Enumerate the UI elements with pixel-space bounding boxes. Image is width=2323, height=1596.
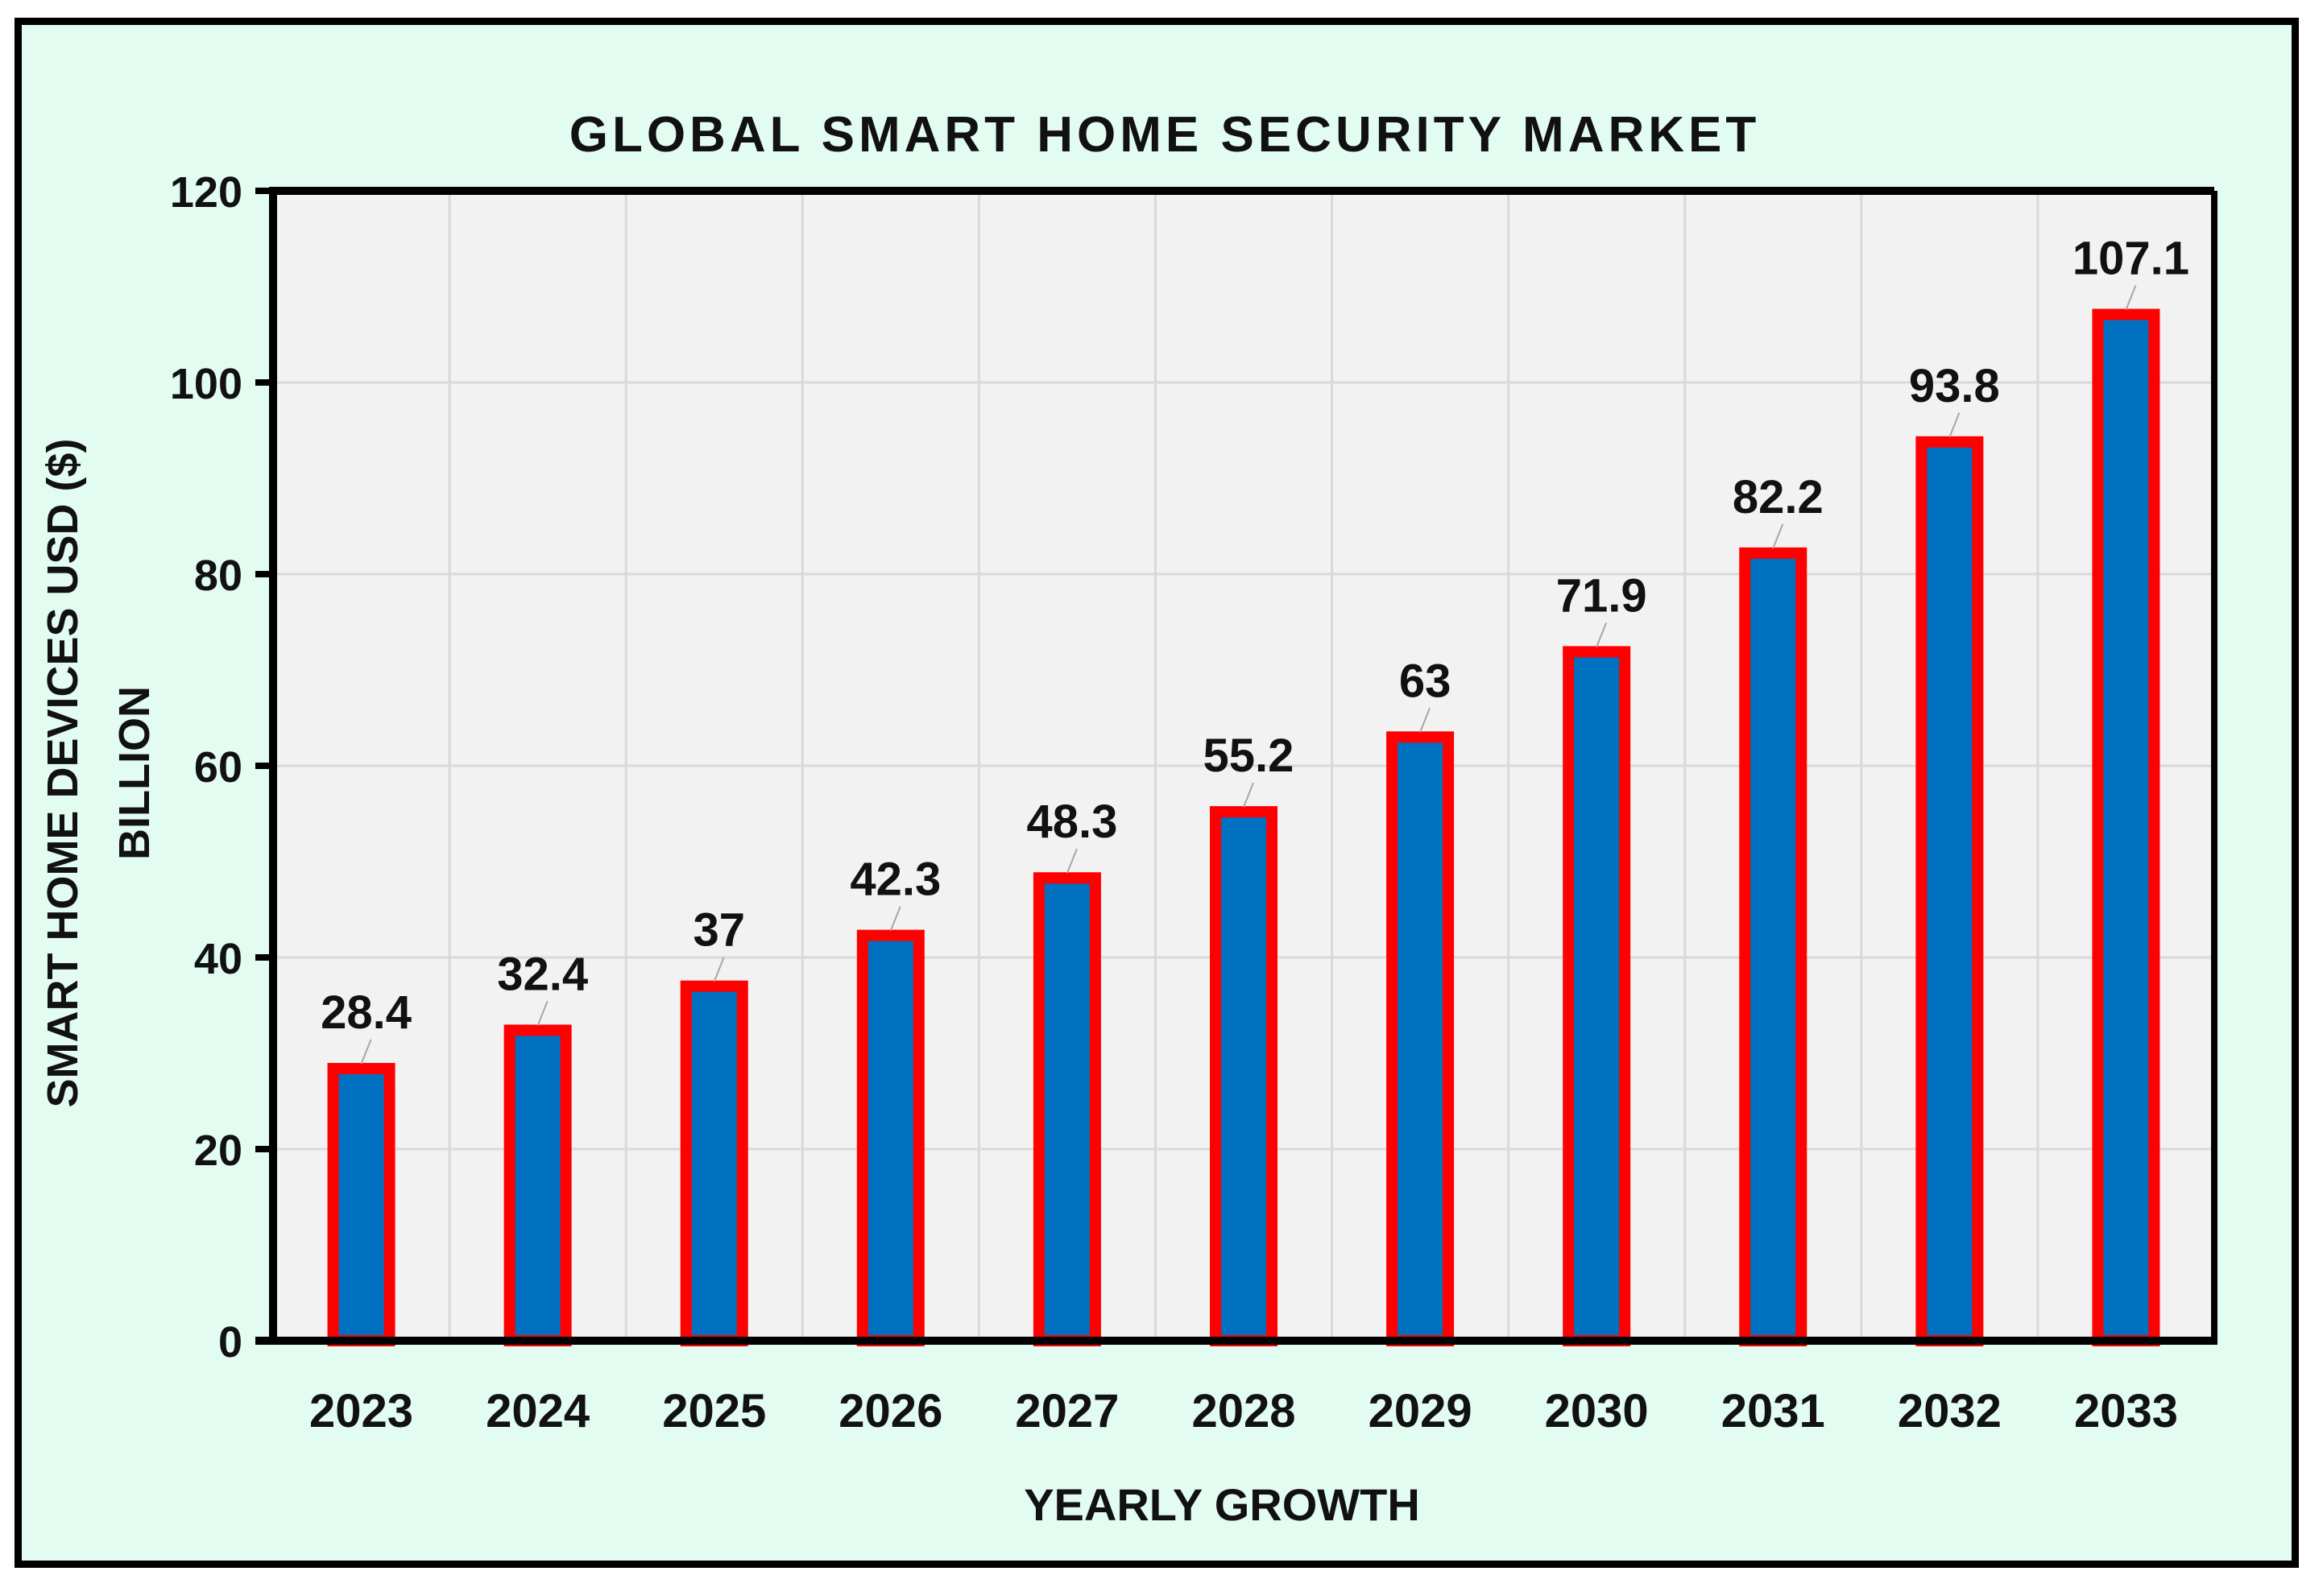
y-axis-title-line-2: BILLION (110, 686, 159, 860)
bar-2033 (2092, 308, 2160, 1346)
y-axis-title-line-1: SMART HOME DEVICES USD ($) (39, 438, 87, 1107)
x-tick-label: 2028 (1191, 1385, 1295, 1437)
bar-2026 (856, 929, 925, 1346)
data-label-2026: 42.3 (850, 854, 941, 906)
bar-2023 (327, 1063, 395, 1347)
bar-2024 (503, 1024, 572, 1346)
data-label-leader (2125, 285, 2137, 310)
y-tick-label: 100 (170, 360, 242, 408)
x-tick-label: 2029 (1369, 1385, 1472, 1437)
bar-2027 (1033, 872, 1101, 1346)
bar-2032 (1915, 436, 1984, 1346)
data-label-2030: 71.9 (1556, 569, 1647, 622)
data-label-leader (1596, 622, 1608, 647)
data-label-2025: 37 (693, 904, 745, 957)
data-label-leader (889, 906, 901, 932)
y-tick-label: 20 (194, 1127, 242, 1175)
bar-2031 (1739, 547, 1807, 1346)
data-label-leader (1419, 707, 1431, 733)
x-tick-label: 2025 (662, 1385, 766, 1437)
bar-2025 (680, 980, 748, 1346)
bar-2030 (1563, 646, 1631, 1346)
x-tick-label: 2024 (486, 1385, 590, 1437)
chart-title: GLOBAL SMART HOME SECURITY MARKET (569, 107, 1761, 163)
data-label-2028: 55.2 (1203, 730, 1294, 782)
x-tick-label: 2032 (1898, 1385, 2002, 1437)
x-tick-label: 2031 (1721, 1385, 1825, 1437)
data-label-2029: 63 (1399, 655, 1451, 707)
y-tick-label: 0 (218, 1318, 242, 1367)
x-tick-label: 2027 (1015, 1385, 1119, 1437)
y-axis-title-2: BILLION (110, 686, 159, 860)
data-label-leader (1066, 848, 1078, 874)
x-tick-label: 2026 (839, 1385, 942, 1437)
data-label-2024: 32.4 (497, 948, 588, 1000)
bar-2029 (1386, 731, 1455, 1346)
data-label-2031: 82.2 (1733, 471, 1824, 523)
data-label-2027: 48.3 (1026, 796, 1117, 848)
x-tick-label: 2023 (309, 1385, 413, 1437)
data-label-leader (1772, 523, 1784, 549)
data-label-2033: 107.1 (2072, 233, 2189, 285)
x-tick-label: 2033 (2074, 1385, 2178, 1437)
x-tick-label: 2030 (1545, 1385, 1649, 1437)
data-label-leader (713, 957, 725, 982)
y-tick-label: 60 (194, 743, 242, 792)
data-label-leader (1948, 412, 1961, 438)
data-label-2023: 28.4 (321, 986, 412, 1039)
data-label-leader (1243, 782, 1254, 808)
data-label-leader (536, 1001, 549, 1026)
bar-2028 (1210, 806, 1277, 1346)
x-axis-title: YEARLY GROWTH (1024, 1479, 1420, 1530)
y-tick-label: 40 (194, 935, 242, 983)
y-tick-label: 120 (170, 168, 242, 217)
data-label-leader (360, 1039, 372, 1065)
y-axis-title: SMART HOME DEVICES USD ($) (39, 438, 87, 1107)
y-tick-label: 80 (194, 552, 242, 600)
data-label-2032: 93.8 (1909, 360, 2000, 412)
